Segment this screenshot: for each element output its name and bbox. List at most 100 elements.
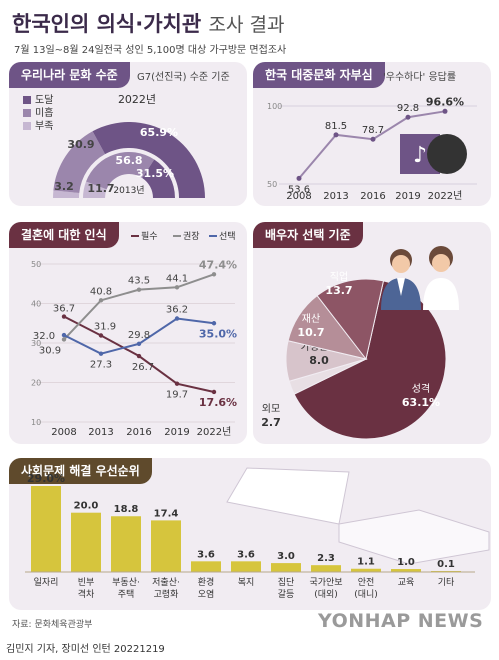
marriage-point-3-5	[211, 321, 217, 326]
page-title: 한국인의 의식·가치관 조사 결과	[12, 8, 284, 38]
marriage-point-3-4	[174, 316, 180, 321]
marriage-title: 결혼에 대한 인식	[9, 222, 119, 248]
source-note: 자료: 문화체육관광부	[12, 620, 93, 630]
marriage-point-2-2	[98, 298, 104, 303]
pride-panel: 한국 대중문화 자부심 '우수하다' 응답률 50 100 ♪ 53.6 2008 81.…	[253, 62, 491, 206]
marriage-point-2-5	[211, 272, 217, 277]
priority-category-4-1: 저출산·	[152, 577, 180, 588]
spouse-value-1: 63.1%	[402, 396, 440, 409]
marriage-xtick-5: 2022년	[197, 426, 232, 438]
title-bold: 한국인의 의식·가치관	[12, 12, 202, 36]
pride-note: '우수하다' 응답률	[383, 72, 457, 83]
priority-category-9-1: 안전	[358, 577, 375, 588]
marriage-value-3-5: 35.0%	[199, 327, 237, 340]
ring-2013년-도달	[142, 159, 175, 198]
priority-bar-5	[191, 561, 221, 572]
marriage-xtick-2: 2013	[88, 427, 113, 438]
marriage-xtick-1: 2008	[51, 427, 76, 438]
priority-category-10-1: 교육	[398, 577, 415, 588]
marriage-chart: 필수 권장 선택 10 20 30 40 50 36.7 31.9 26.7 19.7 17.6% 30.…	[31, 230, 237, 438]
marriage-ytick-30: 30	[31, 339, 41, 348]
priority-bar-9	[351, 568, 381, 572]
marriage-point-3-2	[98, 351, 104, 356]
ring-label-2022년-3: 3.2	[54, 180, 74, 193]
pride-xtick-2: 2013	[323, 191, 348, 202]
priority-value-1: 29.0%	[27, 472, 65, 485]
spouse-value-2: 2.7	[261, 416, 281, 429]
watermark-logo: YONHAP NEWS	[318, 610, 484, 632]
priority-category-3-2: 주택	[118, 589, 135, 600]
priority-bar-3	[111, 516, 141, 572]
marriage-value-1-1: 36.7	[53, 304, 75, 315]
priority-bar-4	[151, 520, 181, 572]
ring-label-2022년-1: 65.9%	[140, 126, 178, 139]
priority-category-11-1: 기타	[438, 577, 455, 588]
priority-panel: 사회문제 해결 우선순위 29.0% 일자리 20.0 빈부 격차 18.8 부동산· 주택 1…	[9, 458, 491, 610]
priority-category-2-2: 격차	[78, 588, 95, 600]
marriage-xtick-4: 2019	[164, 427, 189, 438]
credit-line: 김민지 기자, 장미선 인턴 20221219	[6, 644, 165, 655]
pride-point-2	[333, 132, 339, 138]
pride-xtick-4: 2019	[395, 191, 420, 202]
marriage-value-2-4: 44.1	[166, 273, 188, 284]
legend-swatch-2	[23, 109, 31, 117]
spouse-slice-직업	[316, 278, 385, 361]
ring-label-2013년-2: 56.8	[115, 154, 142, 167]
marriage-value-1-2: 31.9	[94, 321, 116, 332]
priority-category-3-1: 부동산·	[112, 577, 140, 588]
marriage-point-2-4	[174, 285, 180, 290]
pride-value-4: 92.8	[397, 103, 419, 114]
marriage-xtick-3: 2016	[126, 427, 151, 438]
priority-bar-1	[31, 486, 61, 572]
ring-year-2013: 2013년	[113, 185, 144, 196]
marriage-point-3-1	[61, 332, 67, 338]
marriage-point-1-5	[211, 389, 217, 395]
music-note-icon: ♪	[413, 143, 427, 168]
priority-bar-2	[71, 512, 101, 572]
legend-swatch-1	[23, 96, 31, 104]
priority-category-5-1: 환경	[198, 576, 215, 588]
legend-swatch-3	[23, 122, 31, 130]
record-disc-icon	[427, 134, 467, 174]
ring-2013년-미흡	[86, 151, 155, 190]
pride-value-1: 53.6	[288, 184, 310, 195]
priority-value-4: 17.4	[154, 508, 179, 519]
priority-category-7-1: 집단	[278, 576, 295, 588]
marriage-ytick-20: 20	[31, 379, 41, 388]
marriage-legend-label-3: 선택	[219, 231, 236, 242]
priority-bar-6	[231, 561, 261, 572]
marriage-ytick-40: 40	[31, 300, 41, 309]
culture-level-panel: 우리나라 문화 수준 G7(선진국) 수준 기준 도달 미흡 부족 65.9% 30.9…	[9, 62, 247, 206]
pride-point-4	[405, 114, 411, 120]
priority-category-1-1: 일자리	[34, 577, 59, 588]
priority-category-8-1: 국가안보	[309, 577, 342, 588]
ring-2022년-부족	[53, 190, 80, 198]
legend-label-1: 도달	[35, 94, 53, 106]
priority-title: 사회문제 해결 우선순위	[9, 458, 152, 484]
priority-value-9: 1.1	[357, 557, 375, 568]
pride-xtick-1: 2008	[286, 191, 311, 202]
marriage-ytick-10: 10	[31, 418, 41, 427]
spouse-value-5: 13.7	[325, 284, 352, 297]
marriage-value-1-4: 19.7	[166, 390, 188, 401]
page-subtitle: 7월 13일~8월 24일전국 성인 5,100명 대상 가구방문 면접조사	[14, 45, 287, 56]
priority-category-9-2: (대니)	[354, 589, 378, 600]
priority-bar-7	[271, 563, 301, 572]
marriage-point-1-3	[136, 353, 142, 359]
marriage-point-1-4	[174, 381, 180, 386]
pride-point-1	[296, 175, 302, 181]
ring-label-2013년-3: 11.7	[87, 182, 114, 195]
marriage-panel: 결혼에 대한 인식 필수 권장 선택 10 20 30 40 50 36.7 31.9 26.7 19…	[9, 222, 247, 444]
priority-value-11: 0.1	[437, 559, 455, 570]
pride-ytick-100: 100	[267, 102, 282, 111]
pride-value-5: 96.6%	[426, 95, 464, 108]
groom-shirt-icon	[397, 278, 405, 296]
legend-label-3: 부족	[35, 120, 53, 132]
legend-label-2: 미흡	[35, 106, 53, 119]
marriage-point-3-3	[136, 341, 142, 346]
marriage-value-1-3: 26.7	[132, 362, 154, 373]
priority-category-5-2: 오염	[198, 589, 215, 600]
